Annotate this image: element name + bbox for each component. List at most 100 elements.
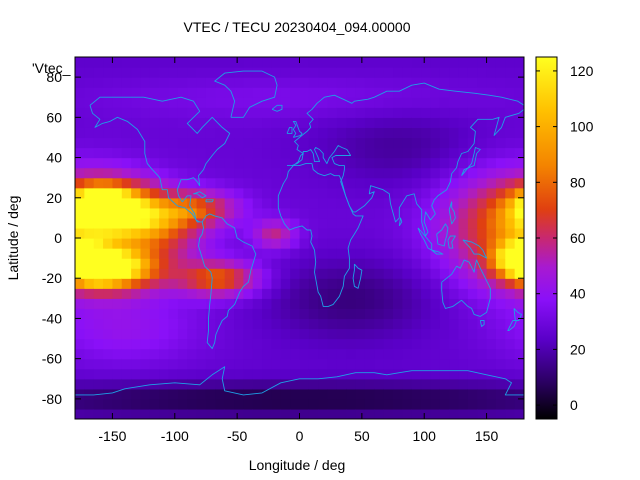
- heatmap-cell: [234, 57, 244, 68]
- heatmap-cell: [308, 217, 319, 229]
- heatmap-cell: [243, 97, 254, 108]
- heatmap-cell: [140, 348, 151, 360]
- heatmap-cell: [346, 197, 357, 209]
- heatmap-cell: [290, 368, 301, 380]
- heatmap-cell: [131, 288, 142, 299]
- heatmap-cell: [84, 328, 95, 340]
- heatmap-cell: [374, 288, 385, 299]
- heatmap-cell: [280, 248, 291, 259]
- heatmap-cell: [402, 217, 413, 229]
- heatmap-cell: [243, 358, 254, 370]
- heatmap-cell: [103, 288, 114, 299]
- heatmap-cell: [364, 268, 375, 279]
- heatmap-cell: [262, 107, 273, 118]
- heatmap-cell: [140, 388, 151, 400]
- heatmap-cell: [84, 308, 95, 320]
- heatmap-cell: [411, 227, 422, 239]
- heatmap-cell: [449, 298, 460, 309]
- heatmap-cell: [290, 408, 301, 419]
- heatmap-cell: [252, 227, 263, 239]
- heatmap-cell: [449, 348, 460, 360]
- heatmap-cell: [486, 177, 497, 189]
- heatmap-cell: [243, 288, 254, 299]
- coastline: [198, 213, 257, 350]
- heatmap-cell: [140, 187, 151, 199]
- heatmap-cell: [280, 67, 291, 78]
- heatmap-cell: [121, 288, 132, 299]
- heatmap-cell: [495, 338, 506, 350]
- heatmap-cell: [411, 398, 422, 410]
- heatmap-cell: [103, 248, 114, 259]
- heatmap-cell: [411, 207, 422, 219]
- heatmap-cell: [103, 107, 114, 118]
- heatmap-cell: [271, 97, 282, 108]
- heatmap-cell: [280, 298, 291, 309]
- heatmap-cell: [84, 177, 95, 189]
- heatmap-cell: [430, 57, 441, 68]
- heatmap-cell: [486, 137, 497, 149]
- heatmap-cell: [383, 77, 394, 88]
- heatmap-cell: [93, 147, 104, 159]
- heatmap-cell: [177, 338, 188, 350]
- heatmap-cell: [318, 117, 329, 128]
- heatmap-cell: [103, 278, 114, 289]
- heatmap-cell: [364, 318, 375, 330]
- heatmap-cell: [168, 157, 179, 169]
- heatmap-cell: [84, 298, 95, 309]
- heatmap-cell: [430, 278, 441, 289]
- heatmap-cell: [308, 117, 319, 128]
- heatmap-cell: [383, 238, 394, 249]
- heatmap-cell: [177, 197, 188, 209]
- heatmap-cell: [149, 258, 160, 269]
- heatmap-cell: [318, 177, 329, 189]
- heatmap-cell: [215, 348, 226, 360]
- heatmap-cell: [374, 227, 385, 239]
- coastline: [271, 104, 283, 112]
- heatmap-cell: [393, 167, 403, 179]
- heatmap-cell: [299, 398, 310, 410]
- heatmap-cell: [308, 308, 319, 320]
- heatmap-cell: [383, 127, 394, 139]
- heatmap-cell: [458, 328, 469, 340]
- heatmap-cell: [112, 278, 123, 289]
- heatmap-cell: [243, 328, 254, 340]
- heatmap-cell: [355, 217, 366, 229]
- heatmap-cell: [121, 67, 132, 78]
- heatmap-cell: [149, 398, 160, 410]
- heatmap-cell: [364, 197, 375, 209]
- heatmap-cell: [187, 107, 198, 118]
- heatmap-cell: [514, 67, 524, 78]
- heatmap-cell: [168, 227, 179, 239]
- heatmap-cell: [411, 137, 422, 149]
- heatmap-cell: [439, 388, 450, 400]
- heatmap-cell: [290, 238, 301, 249]
- heatmap-cell: [355, 268, 366, 279]
- heatmap-cell: [93, 328, 104, 340]
- heatmap-cell: [308, 147, 319, 159]
- heatmap-cell: [196, 318, 207, 330]
- heatmap-cell: [430, 117, 441, 128]
- coastline: [431, 249, 444, 255]
- heatmap-cell: [149, 278, 160, 289]
- heatmap-cell: [374, 368, 385, 380]
- heatmap-cell: [262, 217, 273, 229]
- heatmap-cell: [467, 97, 478, 108]
- heatmap-cell: [505, 77, 516, 88]
- heatmap-cell: [514, 167, 524, 179]
- heatmap-cell: [196, 157, 207, 169]
- heatmap-cell: [103, 87, 114, 98]
- heatmap-cell: [149, 77, 160, 88]
- heatmap-cell: [430, 318, 441, 330]
- heatmap-cell: [262, 157, 273, 169]
- heatmap-cell: [477, 278, 488, 289]
- heatmap-cell: [439, 308, 450, 320]
- heatmap-cell: [393, 398, 403, 410]
- heatmap-cell: [402, 268, 413, 279]
- heatmap-cell: [299, 227, 310, 239]
- heatmap-cell: [364, 227, 375, 239]
- heatmap-cell: [187, 238, 198, 249]
- heatmap-cell: [346, 298, 357, 309]
- heatmap-cell: [205, 328, 216, 340]
- heatmap-cell: [374, 248, 385, 259]
- heatmap-cell: [308, 127, 319, 139]
